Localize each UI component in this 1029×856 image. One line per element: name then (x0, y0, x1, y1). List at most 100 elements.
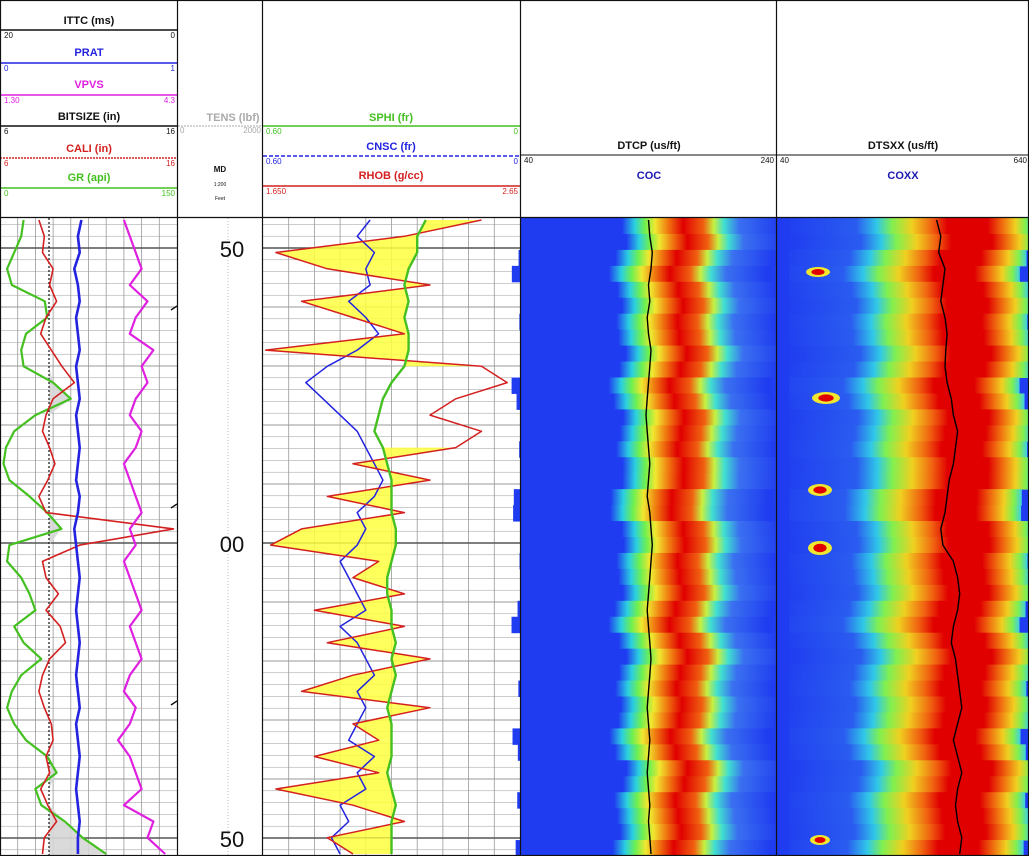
coxx-row (785, 648, 1029, 666)
coc-row (512, 728, 768, 745)
log-header: ITTC (ms) 20 0 PRAT 0 1 VPVS 1.30 4.3 BITSIZE (in… (0, 0, 1029, 218)
depth-header: TENS (lbf) 0 2000 MD 1:200 Feet (178, 112, 262, 202)
dtsxx-scale-left: 40 (780, 156, 789, 165)
depth-unit-label: Feet (215, 196, 226, 202)
coxx-row (778, 664, 1029, 682)
track1-curve-name: GR (api) (68, 172, 111, 184)
coxx-spot-core (813, 486, 827, 494)
coc-row (522, 425, 778, 442)
coc-row (517, 792, 773, 809)
coxx-row (769, 489, 1022, 506)
tens-curve-name: TENS (lbf) (206, 112, 259, 124)
dtsxx-curve-name: DTSXX (us/ft) (868, 140, 939, 152)
coxx-row (774, 680, 1027, 697)
coxx-row (780, 521, 1029, 538)
curve-cnsc (305, 219, 384, 855)
coxx-row (773, 600, 1026, 618)
dtcp-scale-left: 40 (524, 156, 533, 165)
crossover-fill (275, 252, 418, 269)
coxx-row (775, 552, 1028, 570)
coxx-spot-core (813, 543, 827, 553)
coxx-row (777, 712, 1029, 729)
track1-curves (2, 218, 175, 856)
track3-scale-left: 0.60 (266, 127, 282, 136)
coxx-row (781, 584, 1029, 602)
coc-row (528, 345, 784, 363)
coxx-row (775, 313, 1028, 331)
crossover-fill (314, 756, 392, 773)
coxx-row (782, 776, 1029, 793)
coxx-row (775, 441, 1028, 458)
track1-scale-right: 0 (171, 31, 176, 40)
coxx-spot-core (811, 269, 825, 275)
dtcp-curve-name: DTCP (us/ft) (617, 140, 681, 152)
track3-scale-left: 1.650 (266, 187, 287, 196)
crossover-fill (352, 561, 392, 578)
coc-row (529, 760, 785, 777)
depth-tick (170, 503, 178, 509)
coc-row (529, 233, 785, 251)
coc-row (511, 616, 767, 634)
track3-curve-name: SPHI (fr) (369, 112, 413, 124)
coxx-row (777, 329, 1029, 347)
coxx-row (784, 345, 1029, 363)
coc-image-name: COC (637, 170, 662, 182)
curve-dtcp (645, 219, 653, 855)
coxx-row (780, 297, 1029, 315)
coxx-row (781, 473, 1029, 490)
coc-image-track (511, 218, 785, 856)
track1-curve-name: BITSIZE (in) (58, 111, 121, 123)
depth-tick (170, 700, 178, 706)
track1-scale-left: 0 (4, 64, 9, 73)
coxx-edge (777, 218, 789, 856)
coxx-row (785, 760, 1029, 777)
coxx-row (779, 824, 1029, 841)
track1-scale-right: 150 (162, 189, 176, 198)
coxx-row (769, 505, 1022, 522)
coxx-row (772, 393, 1025, 410)
coc-row (524, 521, 780, 538)
coxx-row (767, 616, 1020, 634)
track1-scale-left: 1.30 (4, 96, 20, 105)
coxx-row (778, 425, 1029, 442)
depth-track (170, 218, 262, 856)
curve-gr (2, 219, 107, 855)
depth-labels: 50 00 50 (220, 237, 244, 852)
coxx-row (777, 632, 1029, 650)
tens-scale-left: 0 (180, 126, 185, 135)
track3-scale-right: 0 (514, 127, 519, 136)
depth-label: 50 (220, 237, 244, 262)
coxx-row (776, 281, 1029, 299)
track3-curves (264, 219, 508, 855)
depth-label: 00 (220, 532, 244, 557)
track1-curve-name: VPVS (74, 79, 103, 91)
coc-row (513, 505, 769, 522)
track3-scale-left: 0.60 (266, 157, 282, 166)
coxx-spot-core (818, 394, 834, 402)
coc-row (524, 297, 780, 315)
track1-header: ITTC (ms) 20 0 PRAT 0 1 VPVS 1.30 4.3 BITSIZE (in… (0, 15, 177, 198)
curve-prat (73, 219, 83, 854)
coc-row (517, 600, 773, 618)
coxx-spot-core (814, 837, 826, 843)
depth-scale-label: 1:200 (214, 182, 227, 188)
track3-scale-right: 2.65 (502, 187, 518, 196)
coxx-row (776, 808, 1029, 825)
coc-row (529, 648, 785, 666)
coc-row (521, 568, 777, 586)
coxx-row (774, 249, 1027, 267)
crossover-fill (352, 723, 392, 741)
track3-curve-name: RHOB (g/cc) (359, 170, 424, 182)
coc-row (525, 473, 781, 490)
curve-rhob (264, 219, 508, 855)
coc-row (513, 489, 769, 506)
dtcp-scale-right: 240 (761, 156, 775, 165)
coc-row (519, 441, 775, 458)
track1-scale-left: 6 (4, 127, 9, 136)
track4-header: DTCP (us/ft) 40 240 COC (521, 140, 777, 182)
depth-tick (170, 305, 178, 311)
coc-row (520, 281, 776, 299)
coxx-row (768, 728, 1021, 745)
coxx-row (767, 265, 1020, 283)
track1-scale-right: 4.3 (164, 96, 176, 105)
